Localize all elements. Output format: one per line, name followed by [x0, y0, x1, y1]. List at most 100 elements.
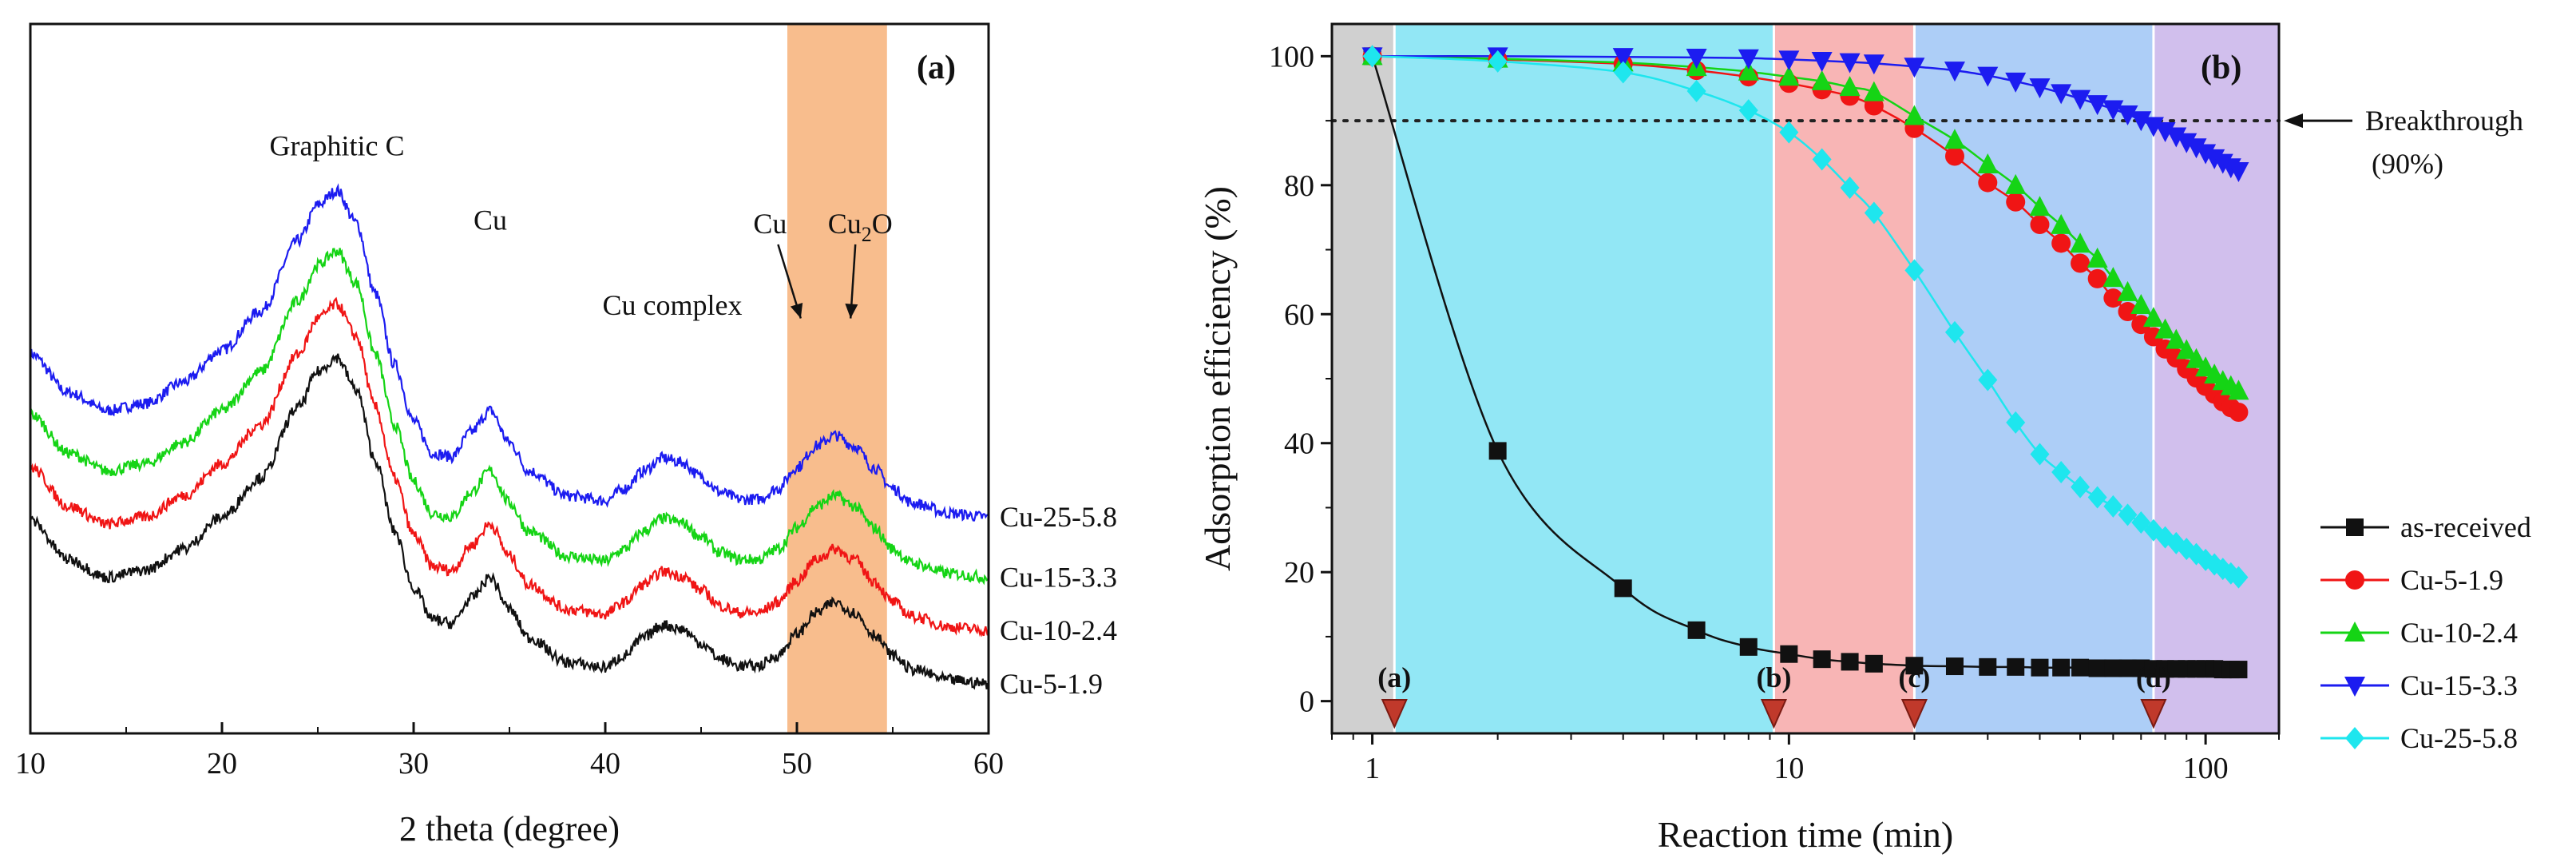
data-point: [1686, 48, 1707, 69]
data-point: [1863, 54, 1884, 75]
data-point: [2103, 495, 2123, 518]
time-region-1: [1394, 24, 1774, 733]
data-point: [1780, 645, 1798, 663]
x-tick-label: 40: [590, 747, 620, 781]
data-point: [2186, 138, 2207, 159]
peak-annotation: Cu complex: [603, 289, 743, 321]
data-point: [2051, 213, 2072, 234]
panel-a-label: (a): [917, 50, 956, 86]
data-point: [1738, 60, 1759, 81]
data-point: [2154, 318, 2176, 339]
data-point: [2166, 127, 2187, 148]
data-point: [2051, 461, 2071, 484]
data-point: [2186, 348, 2207, 368]
data-point: [2229, 566, 2249, 589]
data-point: [2070, 89, 2091, 110]
data-point: [2228, 162, 2249, 183]
data-point: [2087, 247, 2108, 268]
data-point: [2087, 95, 2108, 116]
data-point: [2030, 443, 2050, 466]
panel-b-x-axis-label: Reaction time (min): [1658, 814, 1953, 855]
x-tick-label: 30: [398, 747, 429, 781]
region-marker-triangle: [2140, 699, 2167, 729]
panel-a-x-ticks: 10 20 30 40 50 60: [15, 722, 1004, 781]
breakthrough-arrowhead: [2284, 113, 2303, 129]
data-point: [2166, 328, 2187, 349]
data-point: [2142, 117, 2164, 137]
legend-marker: [2345, 570, 2364, 590]
annotation-arrowhead: [790, 302, 803, 319]
data-point: [1778, 66, 1800, 86]
data-point: [1944, 320, 1964, 344]
data-point: [2176, 133, 2198, 153]
data-point: [1839, 76, 1861, 97]
data-point: [1904, 259, 1924, 282]
panel-b-axis-ticks: 0 20 40 60 80 100 1 10 100: [1269, 40, 2280, 785]
y-tick-label: 80: [1284, 169, 1314, 203]
x-tick-label: 10: [15, 747, 46, 781]
annotation-text: Cu: [828, 208, 862, 240]
panel-a-series-labels: Cu-25-5.8 Cu-15-3.3 Cu-10-2.4 Cu-5-1.9: [1000, 501, 1117, 700]
panel-b-y-axis-label: Adsorption efficiency (%): [1197, 186, 1238, 571]
x-tick-label: 50: [782, 747, 812, 781]
x-tick-label: 20: [207, 747, 237, 781]
panel-a-x-axis-label: 2 theta (degree): [399, 809, 620, 848]
data-point: [2130, 293, 2152, 314]
data-point: [1977, 66, 1999, 87]
data-point: [1614, 579, 1632, 598]
data-point: [1812, 148, 1832, 171]
data-point: [2176, 339, 2198, 359]
xrd-line-Cu-25-5.8: [29, 183, 989, 522]
data-point: [2006, 411, 2026, 434]
data-point: [2006, 192, 2026, 212]
data-point: [2071, 475, 2091, 499]
data-point: [1362, 45, 1382, 68]
x-tick-label: 100: [2183, 752, 2229, 785]
points-Cu-25-5.8: [1362, 45, 2249, 589]
data-point: [1977, 153, 1999, 173]
peak-annotation: Cu2O: [828, 208, 893, 246]
data-point: [1945, 657, 1964, 676]
data-point: [2071, 658, 2090, 677]
data-point: [2118, 659, 2137, 677]
region-marker-label: (b): [1756, 661, 1791, 693]
data-point: [2103, 288, 2123, 308]
data-point: [2104, 659, 2122, 677]
xrd-line-Cu-10-2.4: [29, 296, 990, 640]
series-label-Cu-5-1.9: Cu-5-1.9: [1000, 668, 1103, 700]
data-point: [2029, 196, 2051, 216]
y-tick-label: 0: [1299, 685, 1314, 719]
data-point: [1865, 654, 1883, 673]
peak-annotation: Cu: [474, 205, 507, 236]
time-region-3: [1914, 24, 2154, 733]
data-point: [2118, 302, 2138, 322]
data-point: [2087, 268, 2107, 288]
data-point: [2102, 267, 2124, 288]
y-tick-label: 20: [1284, 556, 1314, 590]
time-region-2: [1773, 24, 1915, 733]
data-point: [2029, 78, 2051, 99]
data-point: [1840, 177, 1860, 200]
data-point: [1839, 53, 1861, 73]
data-point: [1779, 121, 1799, 144]
data-point: [2117, 105, 2138, 126]
legend-label: Cu-25-5.8: [2400, 722, 2518, 754]
data-point: [1488, 442, 1507, 460]
panel-b-region-markers: (a) (b) (c) (d): [1377, 661, 2171, 729]
points-Cu-15-3.3: [1361, 47, 2249, 183]
highlight-band: [787, 24, 887, 733]
data-point: [1811, 52, 1833, 73]
y-tick-label: 40: [1284, 427, 1314, 461]
data-point: [2142, 307, 2164, 328]
data-point: [1841, 653, 1859, 671]
legend-marker: [2344, 622, 2365, 642]
xrd-line-Cu-5-1.9: [29, 353, 990, 690]
breakthrough-percent-label: (90%): [2372, 148, 2443, 180]
region-marker-triangle: [1760, 699, 1787, 729]
data-point: [1739, 638, 1758, 656]
data-point: [2117, 280, 2138, 301]
data-point: [1944, 129, 1965, 149]
data-point: [2070, 232, 2091, 253]
data-point: [1864, 201, 1884, 224]
